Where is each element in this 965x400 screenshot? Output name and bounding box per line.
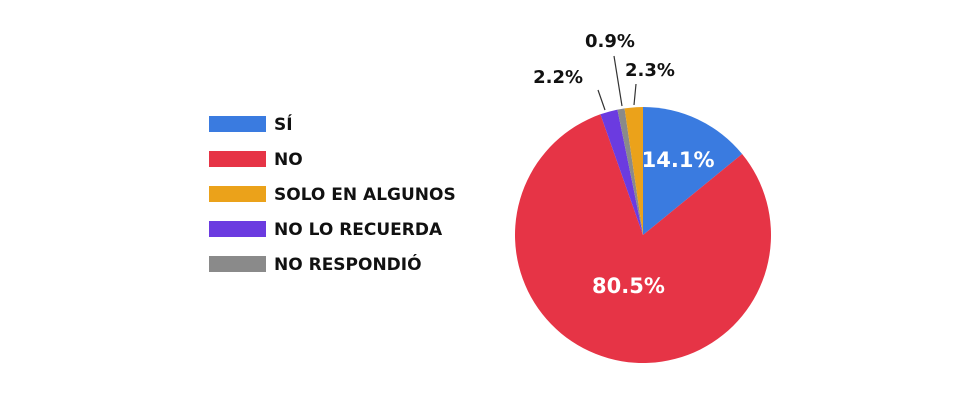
pie-slice-si xyxy=(643,107,743,235)
leader-line-no-respondio xyxy=(613,55,623,107)
slice-labels: 14.1% 80.5% 2.2%0.9% 2.3% xyxy=(533,31,714,298)
legend-swatch-solo-en-algunos xyxy=(209,186,266,202)
legend-swatch-no-respondio xyxy=(209,256,266,272)
legend-swatch-no-lo-recuerda xyxy=(209,221,266,237)
legend-label-no: NO xyxy=(274,150,303,170)
slice-label-no: 80.5% xyxy=(592,274,665,298)
legend-swatch-si xyxy=(209,116,266,132)
slice-label-solo-en-algunos: 2.3% xyxy=(625,60,675,81)
slice-label-no-lo-recuerda: 2.2% xyxy=(533,67,583,88)
pie-slice-no xyxy=(515,114,771,363)
slice-label-no-respondio: 0.9% xyxy=(585,31,635,52)
pie-slice-solo-en-algunos xyxy=(624,107,643,235)
legend-swatch-no xyxy=(209,151,266,167)
pie-slices xyxy=(515,107,771,363)
pie-slice-no-lo-recuerda xyxy=(600,109,643,235)
legend: SÍ NO SOLO EN ALGUNOS NO LO RECUERDA NO RESP… xyxy=(209,113,456,275)
legend-label-solo-en-algunos: SOLO EN ALGUNOS xyxy=(274,185,456,205)
slice-label-si: 14.1% xyxy=(642,148,715,172)
legend-label-si: SÍ xyxy=(274,113,293,135)
leader-line-solo-en-algunos xyxy=(633,83,637,106)
legend-label-no-lo-recuerda: NO LO RECUERDA xyxy=(274,220,443,240)
legend-label-no-respondio: NO RESPONDIÓ xyxy=(274,253,422,275)
leader-line-no-lo-recuerda xyxy=(597,89,606,111)
pie-slice-no-respondio xyxy=(617,108,643,235)
leader-lines xyxy=(597,55,637,111)
